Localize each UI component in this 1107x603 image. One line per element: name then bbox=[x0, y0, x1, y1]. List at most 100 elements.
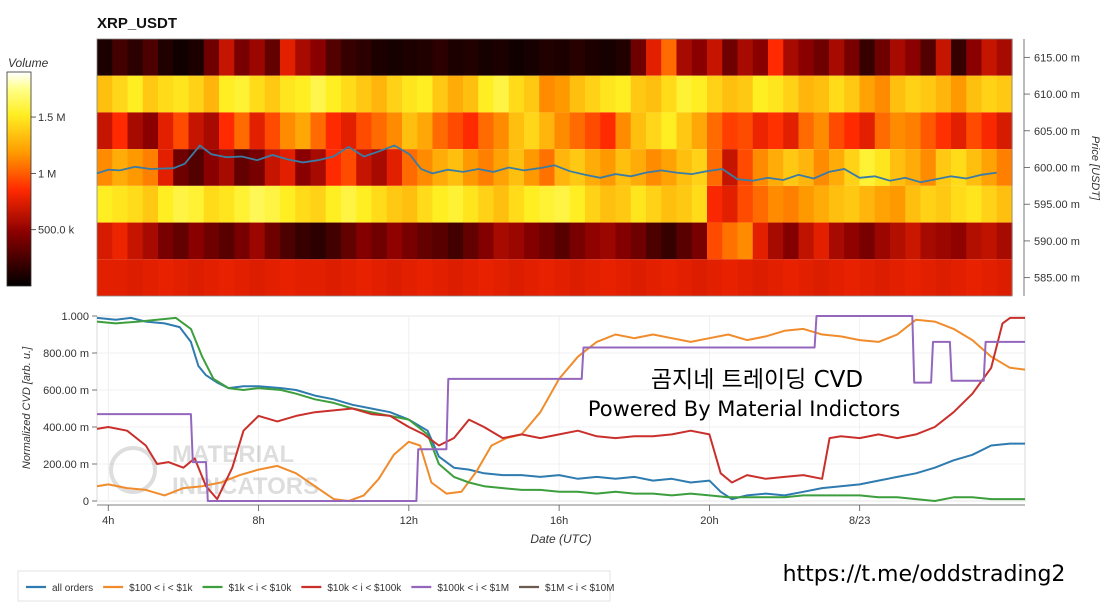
heatmap-cell bbox=[310, 75, 327, 113]
heatmap-title: XRP_USDT bbox=[97, 15, 177, 32]
legend-item[interactable]: $100 < i < $1k bbox=[129, 583, 193, 594]
heatmap-cell bbox=[127, 185, 144, 223]
heatmap-cell bbox=[264, 222, 281, 260]
heatmap-cell bbox=[844, 259, 861, 296]
heatmap-cell bbox=[158, 222, 174, 260]
heatmap-cell bbox=[447, 185, 464, 223]
heatmap-cell bbox=[325, 185, 342, 223]
heatmap-cell bbox=[859, 149, 876, 186]
heatmap-cell bbox=[463, 75, 479, 113]
heatmap-cell bbox=[508, 149, 525, 186]
heatmap-cell bbox=[615, 39, 632, 76]
heatmap-cell bbox=[97, 112, 113, 150]
heatmap-cell bbox=[722, 259, 739, 296]
heatmap-cell bbox=[356, 185, 373, 223]
heatmap-cell bbox=[249, 149, 266, 186]
heatmap-cell bbox=[264, 112, 281, 150]
heatmap-cell bbox=[798, 222, 815, 260]
heatmap-cell bbox=[112, 112, 129, 150]
heatmap-cell bbox=[890, 259, 906, 296]
heatmap-cell bbox=[142, 222, 159, 260]
heatmap-cell bbox=[97, 185, 113, 223]
heatmap-cell bbox=[158, 112, 174, 150]
heatmap-cell bbox=[951, 185, 967, 223]
cvd-x-tick-label: 20h bbox=[700, 515, 718, 527]
heatmap-cell bbox=[371, 112, 388, 150]
heatmap-cell bbox=[661, 39, 678, 76]
legend-item[interactable]: $1k < i < $10k bbox=[229, 583, 293, 594]
heatmap-cell bbox=[219, 185, 235, 223]
heatmap-cell bbox=[264, 259, 281, 296]
heatmap-cell bbox=[737, 75, 754, 113]
heatmap-cell bbox=[310, 112, 327, 150]
heatmap-cell bbox=[569, 112, 586, 150]
heatmap-cell bbox=[966, 39, 983, 76]
legend-item[interactable]: $1M < i < $10M bbox=[545, 583, 614, 594]
heatmap-cell bbox=[539, 75, 556, 113]
heatmap-cell bbox=[478, 112, 495, 150]
colorbar-tick-label: 1.5 M bbox=[38, 112, 66, 124]
heatmap-cell bbox=[844, 222, 861, 260]
colorbar-gradient bbox=[6, 71, 32, 287]
heatmap-cell bbox=[356, 149, 373, 186]
legend-item[interactable]: $100k < i < $1M bbox=[437, 583, 509, 594]
telegram-url[interactable]: https://t.me/oddstrading2 bbox=[783, 562, 1066, 587]
price-axis: 585.00 m 590.00 m 595.00 m 600.00 m 605.00 m… bbox=[1023, 39, 1080, 296]
heatmap-cell bbox=[707, 39, 723, 76]
heatmap-cell bbox=[524, 222, 540, 260]
price-axis-label: Price [USDT] bbox=[1089, 136, 1101, 201]
heatmap-cell bbox=[630, 112, 647, 150]
heatmap-cell bbox=[829, 75, 845, 113]
heatmap-cell bbox=[615, 185, 632, 223]
heatmap-cell bbox=[173, 149, 190, 186]
heatmap-cell bbox=[356, 39, 373, 76]
heatmap-cell bbox=[478, 185, 495, 223]
heatmap-cell bbox=[951, 112, 967, 150]
heatmap-cell bbox=[600, 149, 617, 186]
heatmap-cell bbox=[722, 112, 739, 150]
heatmap-cell bbox=[691, 185, 708, 223]
heatmap-cell bbox=[539, 185, 556, 223]
heatmap-cell bbox=[630, 149, 647, 186]
heatmap-cell bbox=[188, 149, 205, 186]
heatmap-cell bbox=[142, 75, 159, 113]
heatmap-cell bbox=[447, 259, 464, 296]
heatmap-cell bbox=[493, 185, 510, 223]
heatmap-cell bbox=[539, 259, 556, 296]
heatmap-cell bbox=[600, 222, 617, 260]
heatmap-cell bbox=[585, 185, 601, 223]
heatmap-cell bbox=[646, 39, 662, 76]
heatmap-cell bbox=[981, 185, 998, 223]
heatmap-cell bbox=[539, 112, 556, 150]
legend-item[interactable]: $10k < i < $100k bbox=[327, 583, 402, 594]
cvd-x-axis-label: Date (UTC) bbox=[530, 532, 591, 546]
heatmap-cell bbox=[508, 259, 525, 296]
heatmap-cell bbox=[508, 185, 525, 223]
heatmap-cell bbox=[569, 75, 586, 113]
heatmap-cell bbox=[951, 39, 967, 76]
heatmap-cell bbox=[737, 185, 754, 223]
heatmap-cell bbox=[569, 39, 586, 76]
heatmap-cell bbox=[859, 222, 876, 260]
colorbar-tick-label: 1 M bbox=[38, 168, 56, 180]
legend-item[interactable]: all orders bbox=[52, 583, 93, 594]
heatmap-cell bbox=[386, 185, 403, 223]
heatmap-cell bbox=[844, 39, 861, 76]
heatmap-cell bbox=[722, 149, 739, 186]
heatmap-cell bbox=[722, 39, 739, 76]
cvd-series-line bbox=[96, 316, 1025, 501]
heatmap-cell bbox=[386, 112, 403, 150]
heatmap-cell bbox=[447, 149, 464, 186]
heatmap-cell bbox=[783, 222, 800, 260]
price-tick-label: 600.00 m bbox=[1034, 163, 1080, 175]
heatmap-cell bbox=[661, 112, 678, 150]
colorbar-ticks: 1.5 M 1 M 500.0 k bbox=[31, 112, 75, 237]
heatmap-cell bbox=[737, 112, 754, 150]
heatmap-cell bbox=[188, 39, 205, 76]
heatmap-cell bbox=[280, 75, 296, 113]
heatmap-cell bbox=[874, 185, 891, 223]
heatmap-cell bbox=[768, 112, 784, 150]
heatmap-cell bbox=[966, 149, 983, 186]
heatmap-cell bbox=[234, 222, 251, 260]
